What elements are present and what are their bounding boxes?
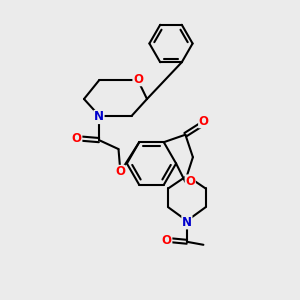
Text: O: O (133, 73, 143, 86)
Text: O: O (185, 175, 195, 188)
Text: O: O (199, 115, 209, 128)
Text: N: N (182, 216, 192, 229)
Text: O: O (115, 165, 125, 178)
Text: O: O (162, 234, 172, 247)
Text: O: O (72, 132, 82, 145)
Text: N: N (94, 110, 104, 124)
